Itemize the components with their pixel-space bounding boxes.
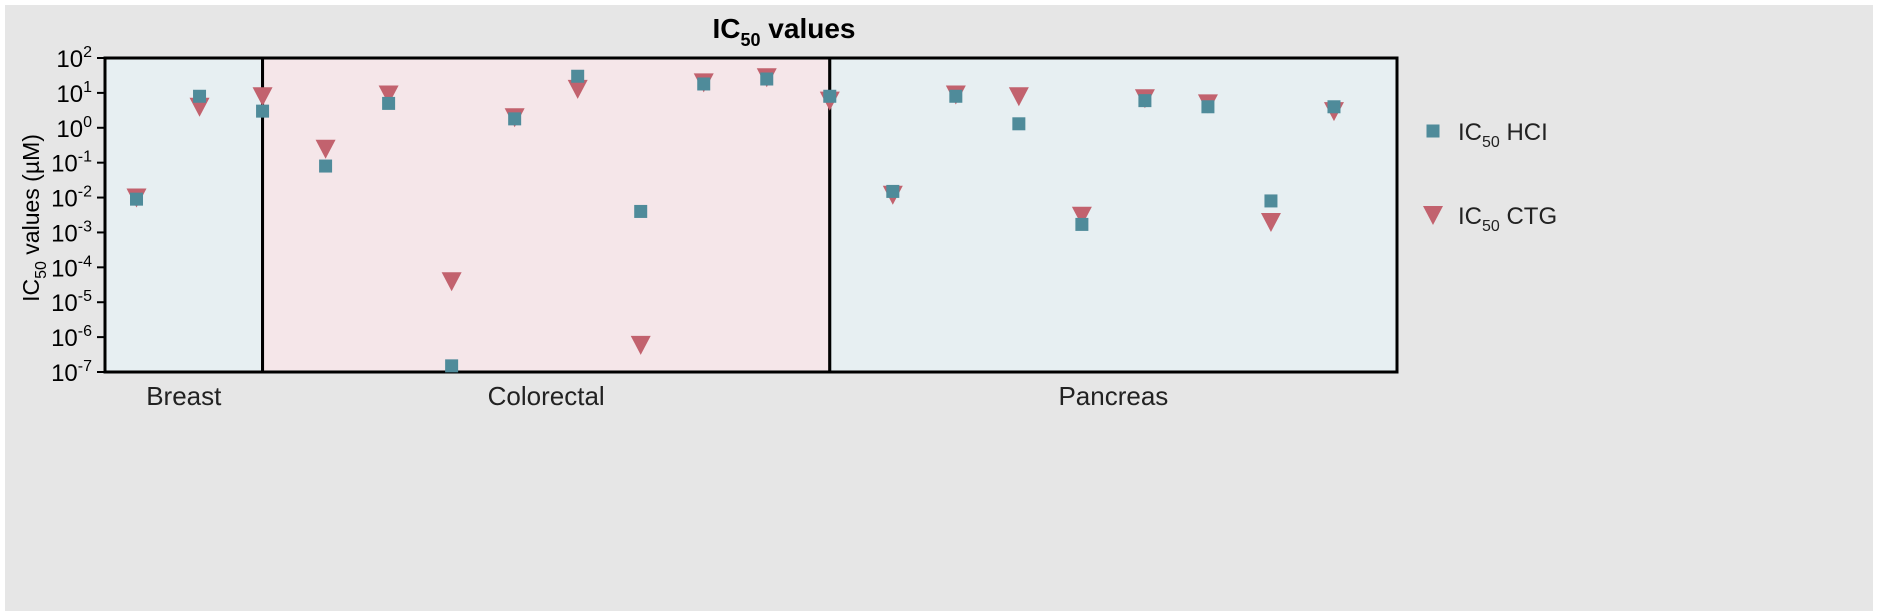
- y-tick-label: 10-6: [51, 323, 92, 352]
- y-tick-label: 100: [56, 114, 92, 143]
- y-tick-label: 10-3: [51, 218, 92, 247]
- data-point-ctg: [1071, 206, 1092, 226]
- legend-label-ctg: IC50 CTG: [1458, 203, 1557, 235]
- data-point-hci: [1075, 217, 1089, 231]
- data-point-ctg: [567, 79, 588, 99]
- data-point-hci: [634, 204, 648, 218]
- data-point-hci: [886, 184, 900, 198]
- legend-label-hci: IC50 HCI: [1458, 119, 1548, 151]
- data-point-ctg: [252, 87, 273, 107]
- data-point-hci: [193, 89, 207, 103]
- data-point-ctg: [315, 139, 336, 159]
- data-point-hci: [949, 89, 963, 103]
- y-axis-label: IC50 values (µM): [18, 134, 50, 302]
- data-point-ctg: [1260, 212, 1281, 232]
- group-region-breast: [105, 58, 263, 372]
- data-point-ctg: [1008, 87, 1029, 107]
- data-point-hci: [1327, 100, 1341, 114]
- group-region-colorectal: [262, 58, 830, 372]
- chart-canvas: IC50 values IC50 values (µM) 10210110010…: [18, 13, 1557, 411]
- group-label-pancreas: Pancreas: [1058, 381, 1168, 411]
- data-point-hci: [382, 96, 396, 110]
- group-label-breast: Breast: [146, 381, 222, 411]
- group-border-pancreas: [828, 56, 1399, 374]
- y-tick-layer: 102 101 100 10-1 10-2 10-3 10-4 10-5 10-6 10-7: [51, 44, 106, 387]
- data-point-hci: [256, 104, 270, 118]
- legend: IC50 HCI IC50 CTG: [1423, 119, 1557, 235]
- data-point-ctg: [378, 85, 399, 105]
- y-tick-label: 10-4: [51, 253, 92, 282]
- group-label-colorectal: Colorectal: [488, 381, 605, 411]
- data-point-hci: [445, 359, 459, 373]
- data-point-hci: [1201, 100, 1215, 114]
- y-tick-label: 102: [56, 44, 92, 73]
- data-point-hci: [508, 112, 522, 126]
- group-label-layer: Breast Colorectal Pancreas: [146, 381, 1168, 411]
- y-tick-label: 10-5: [51, 288, 92, 317]
- data-point-hci: [760, 72, 774, 86]
- data-point-hci: [1264, 194, 1278, 208]
- data-point-hci: [1138, 94, 1152, 108]
- data-point-hci: [319, 159, 333, 173]
- data-point-ctg: [441, 272, 462, 292]
- legend-marker-ctg: [1423, 206, 1443, 225]
- y-tick-label: 101: [56, 79, 92, 108]
- data-point-hci: [697, 77, 711, 91]
- y-tick-label: 10-2: [51, 184, 92, 213]
- data-point-ctg: [630, 335, 651, 355]
- chart-title: IC50 values: [713, 13, 856, 50]
- data-point-hci: [823, 89, 837, 103]
- group-background-layer: [103, 56, 1399, 374]
- chart-figure: IC50 values IC50 values (µM) 102 101 100 10…: [5, 5, 1873, 611]
- y-tick-label: 10-7: [51, 358, 92, 387]
- legend-marker-hci: [1426, 124, 1440, 138]
- data-point-hci: [130, 192, 144, 206]
- y-tick-label: 10-1: [51, 149, 92, 178]
- data-point-hci: [571, 69, 585, 83]
- data-points-layer: [126, 68, 1344, 373]
- group-region-pancreas: [829, 58, 1397, 372]
- data-point-hci: [1012, 117, 1026, 131]
